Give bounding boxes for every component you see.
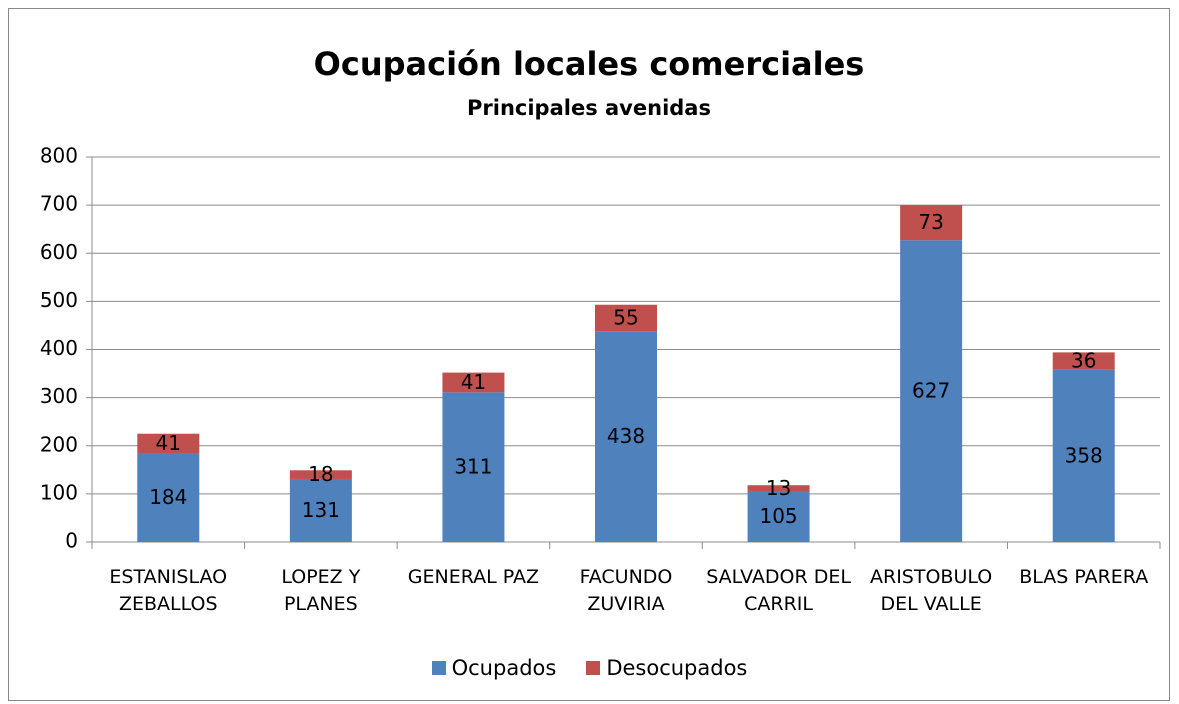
legend-item: Desocupados	[586, 656, 747, 680]
x-tick-label: GENERAL PAZ	[407, 566, 540, 588]
data-label: 13	[766, 476, 791, 500]
bar-segment	[137, 433, 200, 454]
y-tick-label: 100	[40, 480, 78, 504]
x-tick-label: FACUNDO ZUVIRIA	[579, 566, 673, 615]
bar-segment	[289, 470, 352, 479]
bar-segment	[137, 453, 200, 542]
data-label: 73	[918, 210, 943, 234]
bar-segment	[289, 478, 352, 542]
y-tick-label: 400	[40, 336, 78, 360]
y-tick-label: 800	[40, 144, 78, 168]
y-tick-label: 200	[40, 432, 78, 456]
data-label: 184	[149, 485, 187, 509]
data-label: 41	[156, 431, 181, 455]
x-tick-label: BLAS PARERA	[1019, 566, 1149, 588]
chart-frame	[8, 8, 1170, 701]
legend-swatch	[431, 661, 446, 675]
y-tick-label: 0	[65, 529, 78, 553]
legend-label: Desocupados	[606, 656, 748, 680]
data-label: 18	[308, 462, 333, 486]
data-label: 55	[613, 305, 638, 329]
legend-swatch	[586, 661, 601, 675]
legend-label: Ocupados	[451, 656, 557, 680]
y-tick-label: 600	[40, 240, 78, 264]
bar-segment	[1052, 369, 1115, 542]
bar-segment	[442, 372, 505, 393]
data-label: 36	[1071, 349, 1096, 373]
data-label: 131	[302, 498, 340, 522]
x-tick-label: LOPEZ Y PLANES	[281, 566, 361, 615]
data-label: 41	[461, 370, 486, 394]
chart-subtitle: Principales avenidas	[467, 96, 711, 120]
data-label: 438	[607, 424, 645, 448]
y-tick-label: 500	[40, 288, 78, 312]
y-tick-label: 300	[40, 384, 78, 408]
bar-segment	[595, 331, 657, 542]
x-tick-label: SALVADOR DEL CARRIL	[706, 566, 851, 615]
bar-segment	[595, 304, 657, 332]
y-tick-label: 700	[40, 192, 78, 216]
chart-title: Ocupación locales comerciales	[314, 45, 865, 83]
bar-segment	[1052, 352, 1115, 370]
x-tick-label: ESTANISLAO ZEBALLOS	[109, 566, 228, 615]
data-label: 105	[759, 504, 797, 528]
legend: Ocupados Desocupados	[0, 656, 1179, 680]
bar-segment	[900, 240, 963, 542]
data-label: 358	[1065, 443, 1103, 467]
data-label: 627	[912, 379, 950, 403]
data-label: 311	[454, 455, 492, 479]
bar-segment	[442, 392, 505, 542]
bar-segment	[747, 491, 810, 542]
bar-segment	[900, 205, 963, 241]
legend-item: Ocupados	[431, 656, 557, 680]
x-tick-label: ARISTOBULO DEL VALLE	[870, 566, 993, 615]
bar-segment	[747, 485, 810, 492]
